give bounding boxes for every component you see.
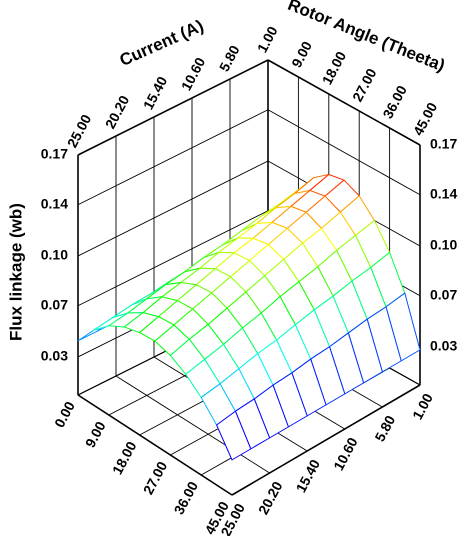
z-tick-label: 0.07 (430, 286, 457, 302)
grid-line (77, 210, 269, 307)
grid-line (115, 375, 270, 474)
grid-line (77, 160, 269, 257)
grid-line (231, 384, 421, 496)
grid-line (77, 394, 233, 496)
grid-line (77, 59, 269, 156)
x-tick-label: 5.80 (371, 412, 398, 444)
x-tick-label: 15.40 (293, 456, 324, 495)
z-tick-label: 0.03 (430, 338, 457, 354)
y-tick-label: 45.00 (410, 100, 441, 139)
grid-line (267, 59, 421, 146)
x-tick-label: 20.20 (255, 478, 286, 517)
y-tick-label: 36.00 (171, 478, 202, 517)
y-axis-title: Rotor Angle (Theeta) (285, 0, 447, 75)
y-tick-label: 36.00 (379, 83, 410, 122)
grid-line (77, 109, 269, 206)
x-tick-label: 25.00 (64, 112, 95, 151)
x-tick-label: 5.80 (216, 42, 243, 74)
y-tick-label: 27.00 (349, 66, 380, 105)
x-tick-label: 15.40 (140, 74, 171, 113)
surface-cell (216, 410, 252, 461)
z-tick-label: 0.17 (430, 136, 457, 152)
z-tick-label: 0.07 (41, 296, 68, 312)
grid-line (267, 109, 421, 196)
x-tick-label: 1.00 (409, 390, 436, 422)
y-tick-label: 18.00 (109, 438, 140, 477)
x-tick-label: 10.60 (178, 55, 209, 94)
x-tick-label: 10.60 (330, 434, 361, 473)
z-axis-title: Flux linkage (wb) (6, 203, 25, 341)
x-tick-label: 20.20 (102, 93, 133, 132)
z-tick-label: 0.10 (41, 247, 68, 263)
y-tick-label: 0.00 (51, 398, 78, 430)
z-tick-label: 0.17 (41, 146, 68, 162)
z-tick-label: 0.10 (430, 237, 457, 253)
y-tick-label: 27.00 (140, 458, 171, 497)
z-tick-label: 0.14 (430, 185, 457, 201)
y-tick-label: 9.00 (288, 38, 315, 70)
y-tick-label: 18.00 (319, 49, 350, 88)
x-tick-label: 1.00 (254, 23, 281, 55)
z-tick-label: 0.03 (41, 348, 68, 364)
z-tick-label: 0.14 (41, 195, 68, 211)
y-tick-label: 9.00 (82, 418, 109, 450)
surface (77, 173, 421, 461)
